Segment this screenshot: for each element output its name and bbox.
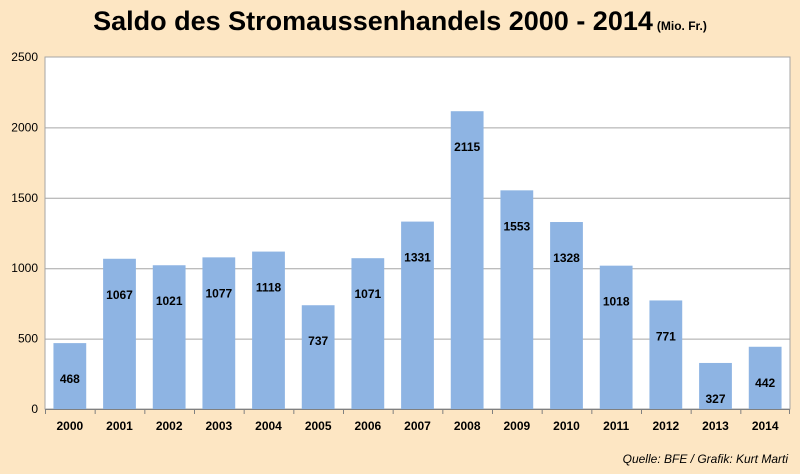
- bar: [351, 258, 385, 409]
- bar: [699, 362, 732, 409]
- bars: [53, 111, 782, 409]
- data-labels: 468 1067 1021 1077 1118 737 1071 1331 2115 1553 13…: [60, 140, 776, 406]
- data-label: 1071: [354, 287, 381, 301]
- data-label: 1331: [404, 251, 431, 265]
- data-label: 327: [705, 392, 725, 406]
- data-label: 468: [60, 372, 80, 386]
- data-label: 1018: [603, 295, 630, 309]
- x-tick-label: 2008: [454, 419, 481, 433]
- y-tick-label: 2500: [11, 50, 38, 64]
- data-label: 442: [755, 376, 775, 390]
- x-tick-label: 2001: [106, 419, 133, 433]
- y-tick-label: 1500: [11, 191, 38, 205]
- x-tick-label: 2014: [752, 419, 779, 433]
- chart-subtitle: (Mio. Fr.): [656, 19, 707, 33]
- bar: [252, 251, 285, 409]
- data-label: 1118: [256, 281, 282, 295]
- y-tick-label: 1000: [11, 261, 38, 275]
- bar: [450, 111, 484, 409]
- data-label: 771: [656, 329, 676, 343]
- y-tick-label: 500: [18, 332, 38, 346]
- x-tick-label: 2011: [603, 419, 629, 433]
- bar: [202, 257, 236, 409]
- bar: [649, 300, 683, 409]
- bar: [53, 343, 87, 409]
- data-label: 737: [308, 334, 328, 348]
- x-tick-label: 2007: [404, 419, 431, 433]
- bar: [401, 221, 434, 409]
- x-tick-label: 2002: [156, 419, 183, 433]
- x-tick-label: 2010: [553, 419, 580, 433]
- y-tick-label: 0: [31, 402, 38, 416]
- x-axis: 2000 2001 2002 2003 2004 2005 2006 2007 2008 2009…: [45, 409, 790, 433]
- data-label: 1553: [503, 219, 530, 233]
- chart-title: Saldo des Stromaussenhandels 2000 - 2014: [93, 6, 653, 36]
- bar: [301, 305, 335, 409]
- x-tick-label: 2009: [503, 419, 530, 433]
- x-tick-label: 2012: [652, 419, 679, 433]
- bar: [103, 258, 136, 409]
- bar: [748, 346, 782, 409]
- data-label: 1067: [106, 288, 133, 302]
- bar: [152, 265, 186, 409]
- x-tick-label: 2006: [354, 419, 381, 433]
- bar: [599, 265, 633, 409]
- data-label: 1328: [553, 251, 580, 265]
- source-note: Quelle: BFE / Grafik: Kurt Marti: [622, 452, 788, 466]
- x-tick-label: 2005: [305, 419, 332, 433]
- y-tick-label: 2000: [11, 120, 38, 134]
- bar: [550, 222, 583, 409]
- chart-title-row: Saldo des Stromaussenhandels 2000 - 2014…: [0, 6, 800, 37]
- data-label: 1021: [156, 294, 183, 308]
- data-label: 2115: [454, 140, 480, 154]
- data-label: 1077: [205, 286, 232, 300]
- x-tick-label: 2003: [205, 419, 232, 433]
- y-axis: 0 500 1000 1500 2000 2500: [11, 50, 38, 416]
- bar: [500, 190, 534, 409]
- x-tick-label: 2013: [702, 419, 729, 433]
- x-tick-label: 2000: [56, 419, 83, 433]
- x-tick-label: 2004: [255, 419, 282, 433]
